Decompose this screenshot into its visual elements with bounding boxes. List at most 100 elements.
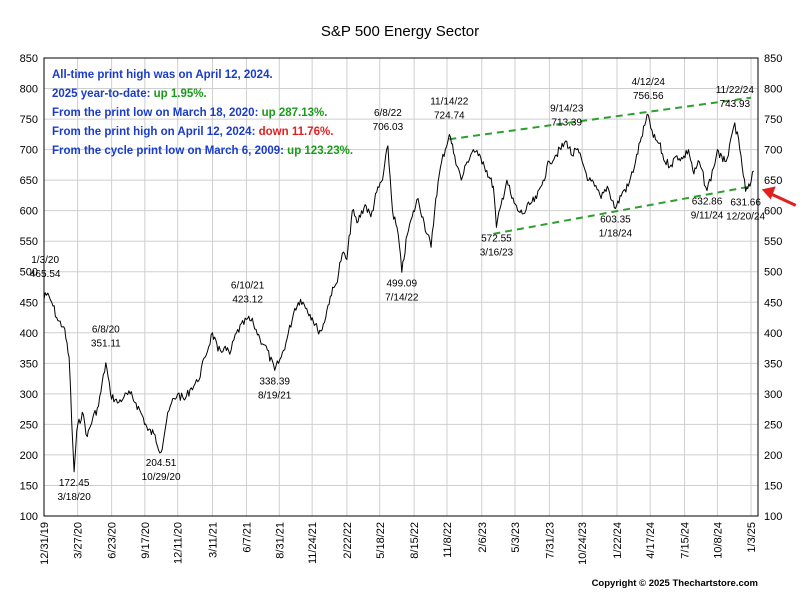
y-axis-right: 100 150 200 250 300 350 400 450 500 550 600 650 700 7…: [764, 53, 782, 523]
annotation-value: 351.11: [91, 339, 121, 350]
y-tick-label: 500: [764, 267, 782, 279]
x-tick-label: 6/23/20: [107, 522, 119, 559]
annotation-value: 8/19/21: [258, 390, 292, 401]
x-tick-label: 2/6/23: [477, 522, 489, 553]
y-tick-label: 650: [764, 175, 782, 187]
info-segment: up 123.23%.: [287, 145, 353, 157]
annotation-value: 12/20/24: [726, 211, 765, 222]
annotation-value: 724.74: [434, 110, 465, 121]
annotation-label: 632.86: [692, 197, 723, 208]
y-tick-label: 100: [764, 511, 782, 523]
annotation-value: 3/16/23: [480, 247, 514, 258]
y-tick-label: 550: [20, 236, 38, 248]
chart-title: S&P 500 Energy Sector: [321, 23, 479, 40]
info-segment: From the print low on March 18, 2020:: [52, 107, 262, 119]
annotation-label: 1/3/20: [31, 255, 59, 266]
y-tick-label: 800: [20, 84, 38, 96]
y-tick-label: 850: [764, 53, 782, 65]
annotation-value: 743.93: [720, 99, 751, 110]
trendline: [493, 185, 752, 235]
y-tick-label: 450: [20, 297, 38, 309]
y-tick-label: 450: [764, 297, 782, 309]
annotation-value: 713.39: [551, 117, 582, 128]
info-line: From the print low on March 18, 2020: up…: [52, 107, 327, 119]
annotation-value: 7/14/22: [385, 292, 419, 303]
annotation-label: 631.66: [730, 197, 761, 208]
info-segment: down 11.76%.: [259, 126, 334, 138]
x-tick-label: 11/8/22: [442, 522, 454, 558]
info-box: All-time print high was on April 12, 202…: [52, 69, 353, 157]
x-tick-label: 1/22/24: [612, 522, 624, 559]
annotation-value: 706.03: [373, 122, 404, 133]
arrow-marker: [761, 186, 797, 207]
info-line: From the print high on April 12, 2024: d…: [52, 126, 333, 138]
annotation-label: 11/14/22: [430, 96, 469, 107]
info-segment: From the cycle print low on March 6, 200…: [52, 145, 287, 157]
y-tick-label: 350: [764, 358, 782, 370]
y-tick-label: 800: [764, 84, 782, 96]
annotation-label: 572.55: [481, 233, 512, 244]
x-tick-label: 12/11/20: [173, 522, 185, 564]
series: [43, 113, 755, 473]
info-segment: 2025 year-to-date:: [52, 88, 154, 100]
x-tick-label: 7/31/23: [544, 522, 556, 559]
annotation-label: 204.51: [146, 458, 177, 469]
y-tick-label: 600: [20, 206, 38, 218]
x-tick-label: 4/17/24: [645, 522, 657, 559]
trendlines: [449, 96, 752, 235]
price-series-line: [43, 113, 755, 473]
annotation-label: 6/10/21: [231, 281, 265, 292]
x-tick-label: 3/27/20: [73, 522, 85, 559]
y-tick-label: 300: [20, 389, 38, 401]
annotation-value: 756.56: [633, 91, 664, 102]
y-tick-label: 200: [764, 450, 782, 462]
annotation-value: 10/29/20: [142, 472, 181, 483]
annotation-label: 4/12/24: [632, 77, 666, 88]
annotations: 1/3/20 465.54 6/8/20 351.11 172.45 3/18/20 204…: [30, 77, 766, 503]
y-tick-label: 300: [764, 389, 782, 401]
annotation-label: 603.35: [600, 215, 631, 226]
y-tick-label: 400: [764, 328, 782, 340]
x-tick-label: 12/31/19: [39, 522, 51, 565]
info-segment: up 1.95%.: [154, 88, 207, 100]
y-tick-label: 400: [20, 328, 38, 340]
y-axis-left: 100 150 200 250 300 350 400 450 500 550 600 650 700 7…: [20, 53, 38, 523]
annotation-value: 9/11/24: [691, 211, 724, 222]
annotation-label: 6/8/22: [374, 108, 402, 119]
y-tick-label: 700: [20, 145, 38, 157]
x-tick-label: 5/18/22: [375, 522, 387, 559]
y-tick-label: 250: [764, 419, 782, 431]
y-tick-label: 850: [20, 53, 38, 65]
x-tick-label: 6/7/21: [241, 522, 253, 553]
plot-frame: [43, 57, 759, 517]
y-tick-label: 500: [20, 267, 38, 279]
y-tick-label: 550: [764, 236, 782, 248]
info-segment: All-time print high was on April 12, 202…: [52, 69, 273, 81]
x-tick-label: 3/11/21: [207, 522, 219, 558]
annotation-value: 423.12: [232, 295, 263, 306]
info-segment: up 287.13%.: [262, 107, 328, 119]
annotation-label: 172.45: [59, 478, 90, 489]
y-tick-label: 100: [20, 511, 38, 523]
x-tick-label: 1/3/25: [746, 522, 758, 553]
annotation-label: 6/8/20: [92, 325, 120, 336]
copyright-text: Copyright © 2025 Thechartstore.com: [592, 578, 758, 589]
x-axis: 12/31/19 3/27/20 6/23/20 9/17/20 12/11/20 3/1…: [39, 522, 758, 565]
y-tick-label: 150: [20, 480, 38, 492]
y-tick-label: 700: [764, 145, 782, 157]
info-line: All-time print high was on April 12, 202…: [52, 69, 273, 81]
y-tick-label: 150: [764, 480, 782, 492]
arrow-head: [761, 186, 776, 200]
x-tick-label: 11/24/21: [307, 522, 319, 564]
annotation-label: 338.39: [259, 376, 290, 387]
x-tick-label: 2/22/22: [342, 522, 354, 559]
info-segment: From the print high on April 12, 2024:: [52, 126, 259, 138]
y-tick-label: 750: [20, 114, 38, 126]
arrow-shaft: [769, 192, 797, 207]
annotation-value: 3/18/20: [57, 492, 91, 503]
x-tick-label: 10/24/23: [577, 522, 589, 565]
annotation-value: 465.54: [30, 269, 61, 280]
x-tick-label: 8/15/22: [409, 522, 421, 559]
